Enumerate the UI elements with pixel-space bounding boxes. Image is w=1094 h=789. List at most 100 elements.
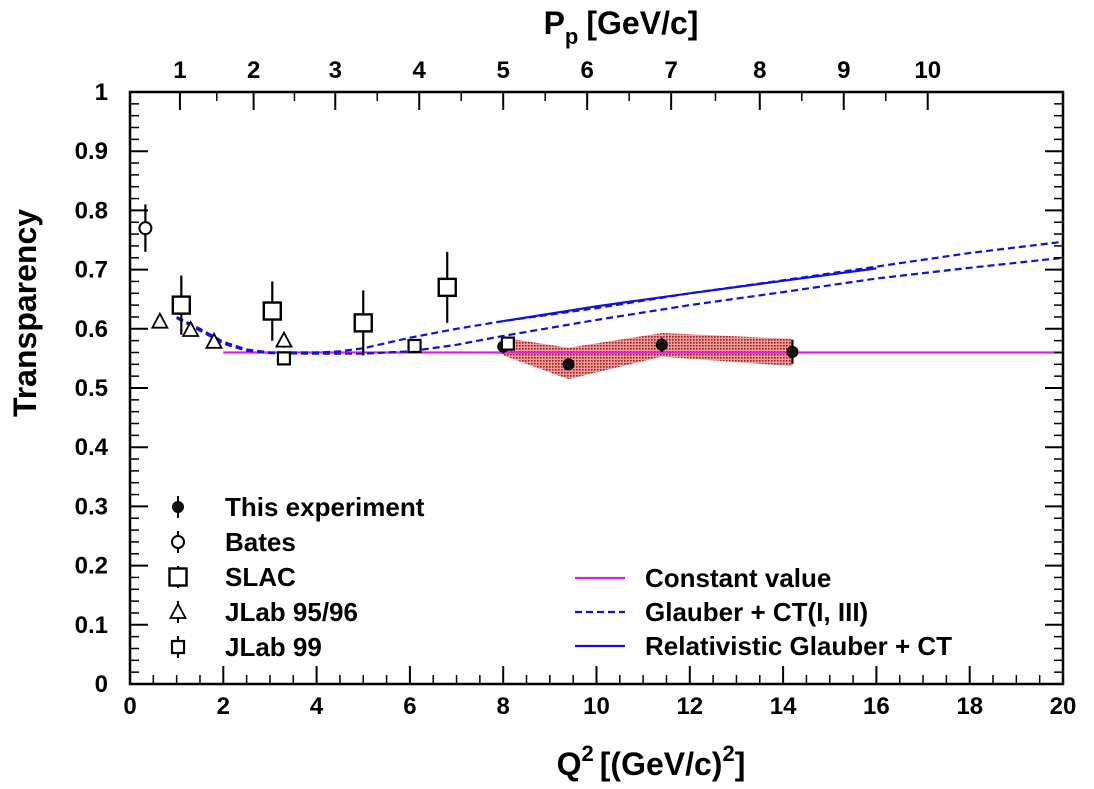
top-tick-label: 6 xyxy=(580,57,593,84)
legend-marker xyxy=(170,639,186,655)
y-tick-label: 0.6 xyxy=(75,316,108,343)
y-tick-label: 0.1 xyxy=(75,612,108,639)
marker-open-triangle xyxy=(274,330,293,348)
legend-label: Constant value xyxy=(645,563,831,593)
top-tick-label: 5 xyxy=(497,57,510,84)
curve-1 xyxy=(176,240,1064,354)
curve-2 xyxy=(176,256,1064,355)
x-tick-label: 2 xyxy=(217,693,230,720)
marker-open-square-large xyxy=(262,301,282,321)
top-tick-label: 1 xyxy=(173,57,186,84)
legend-label: This experiment xyxy=(225,492,425,522)
data-point xyxy=(138,221,153,236)
x-tick-label: 16 xyxy=(863,693,890,720)
legend-label: Glauber + CT(I, III) xyxy=(645,597,868,627)
marker-open-square-small xyxy=(500,336,515,351)
plot-layer xyxy=(138,204,1064,380)
y-tick-label: 0 xyxy=(95,671,108,698)
marker-open-square-large xyxy=(168,567,188,587)
legend-label: JLab 99 xyxy=(225,632,322,662)
data-point xyxy=(500,336,515,351)
top-tick-label: 3 xyxy=(329,57,342,84)
legend-marker xyxy=(172,501,184,513)
marker-open-triangle xyxy=(168,602,188,619)
marker-filled-circle xyxy=(786,345,799,358)
marker-filled-circle xyxy=(172,501,184,513)
x-axis-title-q: Q xyxy=(557,746,582,782)
data-point xyxy=(407,338,422,354)
legend-label: SLAC xyxy=(225,562,296,592)
marker-open-triangle xyxy=(181,320,200,337)
top-tick-label: 2 xyxy=(247,57,260,84)
data-point xyxy=(655,338,668,351)
data-point xyxy=(276,351,292,366)
marker-open-circle xyxy=(138,221,153,236)
plot-frame xyxy=(128,90,1065,686)
top-axis-title-sub: p xyxy=(565,24,578,49)
legend-label: Relativistic Glauber + CT xyxy=(645,631,952,661)
x-tick-label: 14 xyxy=(770,693,797,720)
y-tick-label: 0.9 xyxy=(75,138,108,165)
data-point xyxy=(786,345,799,358)
y-tick-label: 0.5 xyxy=(75,375,108,402)
y-tick-label: 0.4 xyxy=(75,434,109,461)
data-point xyxy=(204,331,223,349)
data-point xyxy=(437,277,457,298)
x-axis-title-unit-sup: 2 xyxy=(722,741,734,766)
x-tick-label: 6 xyxy=(403,693,416,720)
x-tick-label: 0 xyxy=(123,693,136,720)
legend-marker xyxy=(171,535,185,549)
top-tick-label: 7 xyxy=(664,57,677,84)
legend: This experiment Bates SLAC JLab 95/96 JLab 9… xyxy=(168,492,952,662)
data-point xyxy=(274,330,293,348)
marker-open-square-small xyxy=(407,338,422,354)
x-tick-label: 12 xyxy=(676,693,703,720)
top-tick-label: 10 xyxy=(914,57,941,84)
marker-open-square-small xyxy=(170,639,186,655)
marker-open-square-large xyxy=(353,313,373,333)
marker-open-square-large xyxy=(171,295,192,315)
x-tick-label: 18 xyxy=(956,693,983,720)
y-tick-label: 1 xyxy=(95,79,108,106)
x-tick-label: 4 xyxy=(310,693,324,720)
legend-label: JLab 95/96 xyxy=(225,597,358,627)
data-point xyxy=(150,311,169,329)
data-point xyxy=(181,320,200,337)
legend-marker xyxy=(168,602,188,619)
marker-filled-circle xyxy=(562,358,575,371)
x-axis-title-unit: [(GeV/c) xyxy=(600,746,723,782)
y-tick-label: 0.2 xyxy=(75,553,108,580)
top-axis-title-p: P xyxy=(544,5,565,41)
marker-open-circle xyxy=(171,535,185,549)
top-axis-title-unit: [GeV/c] xyxy=(586,5,698,41)
data-point xyxy=(353,313,373,333)
y-axis-title: Transparency xyxy=(7,209,43,417)
x-axis-title-unit-close: ] xyxy=(735,746,746,782)
data-point xyxy=(562,358,575,371)
x-tick-label: 20 xyxy=(1050,693,1077,720)
curve-3 xyxy=(503,267,877,323)
top-tick-label: 9 xyxy=(837,57,850,84)
x-tick-label: 8 xyxy=(497,693,510,720)
marker-open-triangle xyxy=(150,311,169,329)
marker-open-square-large xyxy=(437,277,457,298)
y-tick-label: 0.8 xyxy=(75,197,108,224)
marker-open-square-small xyxy=(276,351,292,366)
legend-marker xyxy=(168,567,188,587)
data-point xyxy=(262,301,282,321)
marker-open-triangle xyxy=(204,331,223,349)
top-tick-label: 4 xyxy=(413,57,427,84)
y-tick-label: 0.7 xyxy=(75,257,108,284)
marker-filled-circle xyxy=(655,338,668,351)
top-tick-label: 8 xyxy=(753,57,766,84)
x-axis-title-sup: 2 xyxy=(582,741,594,766)
legend-label: Bates xyxy=(225,527,296,557)
data-point xyxy=(171,295,192,315)
uncertainty-band xyxy=(503,332,793,380)
x-axis-title: Q2 [(GeV/c)2] xyxy=(557,741,746,782)
axis-layer: 0 2 4 6 8 10 12 14 16 18 2000.10.20.30.40.50.60.70… xyxy=(75,57,1077,720)
x-tick-label: 10 xyxy=(583,693,610,720)
y-tick-label: 0.3 xyxy=(75,493,108,520)
top-axis-title: Pp [GeV/c] xyxy=(544,5,699,49)
